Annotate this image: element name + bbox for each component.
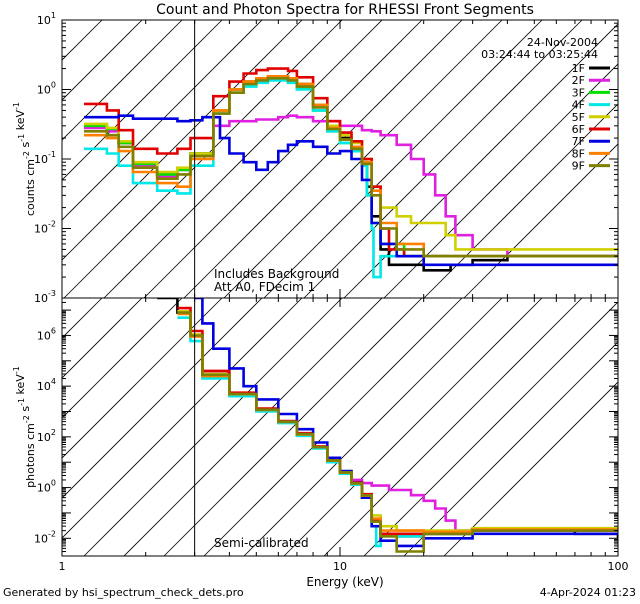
bottom-hatch-line	[62, 298, 303, 539]
bottom-hatch-line	[403, 341, 618, 556]
top-y-tick-label: 10-2	[34, 220, 56, 236]
top-series-group	[84, 67, 618, 279]
bottom-hatched-region	[62, 298, 618, 556]
bottom-x-tick-label: 1	[59, 560, 66, 573]
bottom-hatch-line	[443, 381, 618, 556]
top-hatch-line	[343, 23, 618, 298]
top-annotation-background: Includes Background	[214, 267, 339, 281]
legend-label-3F: 3F	[572, 86, 585, 99]
bottom-hatch-line	[62, 298, 223, 459]
top-series-7F	[84, 114, 618, 267]
top-y-axis-label: counts cm-2 s-1 keV-1	[12, 102, 37, 216]
top-hatch-line	[263, 20, 543, 298]
top-hatch-line	[383, 63, 618, 298]
bottom-y-tick-label: 106	[37, 326, 56, 342]
top-hatch-line	[62, 20, 103, 61]
bottom-series-group	[157, 298, 618, 553]
bottom-y-tick-label: 10-2	[34, 529, 56, 545]
top-y-tick-label: 101	[37, 11, 56, 27]
bottom-hatch-line	[363, 301, 618, 556]
bottom-hatch-line	[163, 298, 423, 556]
top-series-8F	[84, 75, 618, 258]
top-series-3F	[84, 78, 618, 258]
x-axis-label: Energy (keV)	[306, 575, 383, 589]
top-hatch-line	[463, 143, 618, 298]
bottom-hatch-line	[83, 298, 343, 556]
top-annotation-attenuator: Att A0, FDecim 1	[214, 280, 315, 294]
bottom-hatch-line	[243, 298, 503, 556]
top-series-6F	[84, 67, 618, 258]
legend-label-9F: 9F	[572, 160, 585, 173]
top-date: 24-Nov-2004	[527, 36, 598, 49]
legend-label-5F: 5F	[572, 111, 585, 124]
top-hatch-line	[143, 20, 423, 298]
bottom-hatch-line	[323, 298, 583, 556]
footer-left: Generated by hsi_spectrum_check_dets.pro	[3, 586, 244, 599]
top-y-tick-label: 10-1	[34, 150, 56, 166]
bottom-hatch-line	[123, 298, 383, 556]
top-hatch-line	[423, 103, 618, 298]
bottom-hatch-line	[62, 298, 143, 379]
top-hatch-line	[183, 20, 463, 298]
top-time-range: 03:24:44 to 03:25:44	[481, 48, 598, 61]
top-hatch-line	[62, 20, 303, 261]
top-series-5F	[84, 75, 618, 251]
bottom-hatch-line	[283, 298, 543, 556]
legend-label-6F: 6F	[572, 123, 585, 136]
bottom-y-axis-label: photons cm-2 s-1 keV-1	[12, 366, 37, 488]
legend-label-1F: 1F	[572, 62, 585, 75]
bottom-annotation-semicalibrated: Semi-calibrated	[214, 536, 309, 550]
top-y-tick-label: 100	[37, 81, 56, 97]
bottom-hatch-line	[203, 298, 463, 556]
top-series-4F	[84, 79, 618, 279]
top-hatch-line	[62, 20, 183, 141]
legend-label-4F: 4F	[572, 99, 585, 112]
bottom-y-tick-label: 102	[37, 428, 56, 444]
bottom-series-8F	[177, 312, 618, 534]
bottom-plot-frame	[61, 297, 619, 557]
bottom-x-tick-label: 100	[608, 560, 629, 573]
legend-label-2F: 2F	[572, 74, 585, 87]
bottom-series-6F	[177, 306, 618, 536]
bottom-series-5F	[177, 310, 618, 532]
top-hatch-line	[62, 20, 143, 101]
legend-label-7F: 7F	[572, 135, 585, 148]
bottom-y-tick-label: 100	[37, 479, 56, 495]
top-series-9F	[84, 77, 618, 258]
top-hatch-line	[303, 20, 583, 298]
bottom-x-tick-label: 10	[333, 560, 347, 573]
bottom-series-9F	[177, 311, 618, 553]
bottom-hatch-line	[62, 298, 183, 419]
footer-right: 4-Apr-2024 01:23	[540, 586, 636, 599]
top-hatch-line	[62, 20, 263, 221]
bottom-series-3F	[177, 311, 618, 536]
top-y-tick-label: 10-3	[34, 289, 56, 305]
bottom-hatch-line	[62, 298, 263, 499]
bottom-series-4F	[177, 316, 618, 548]
bottom-series-2F	[177, 311, 618, 532]
bottom-y-tick-label: 104	[37, 377, 56, 393]
top-hatch-line	[62, 20, 223, 181]
legend-label-8F: 8F	[572, 147, 585, 160]
chart-title: Count and Photon Spectra for RHESSI Fron…	[156, 2, 534, 18]
